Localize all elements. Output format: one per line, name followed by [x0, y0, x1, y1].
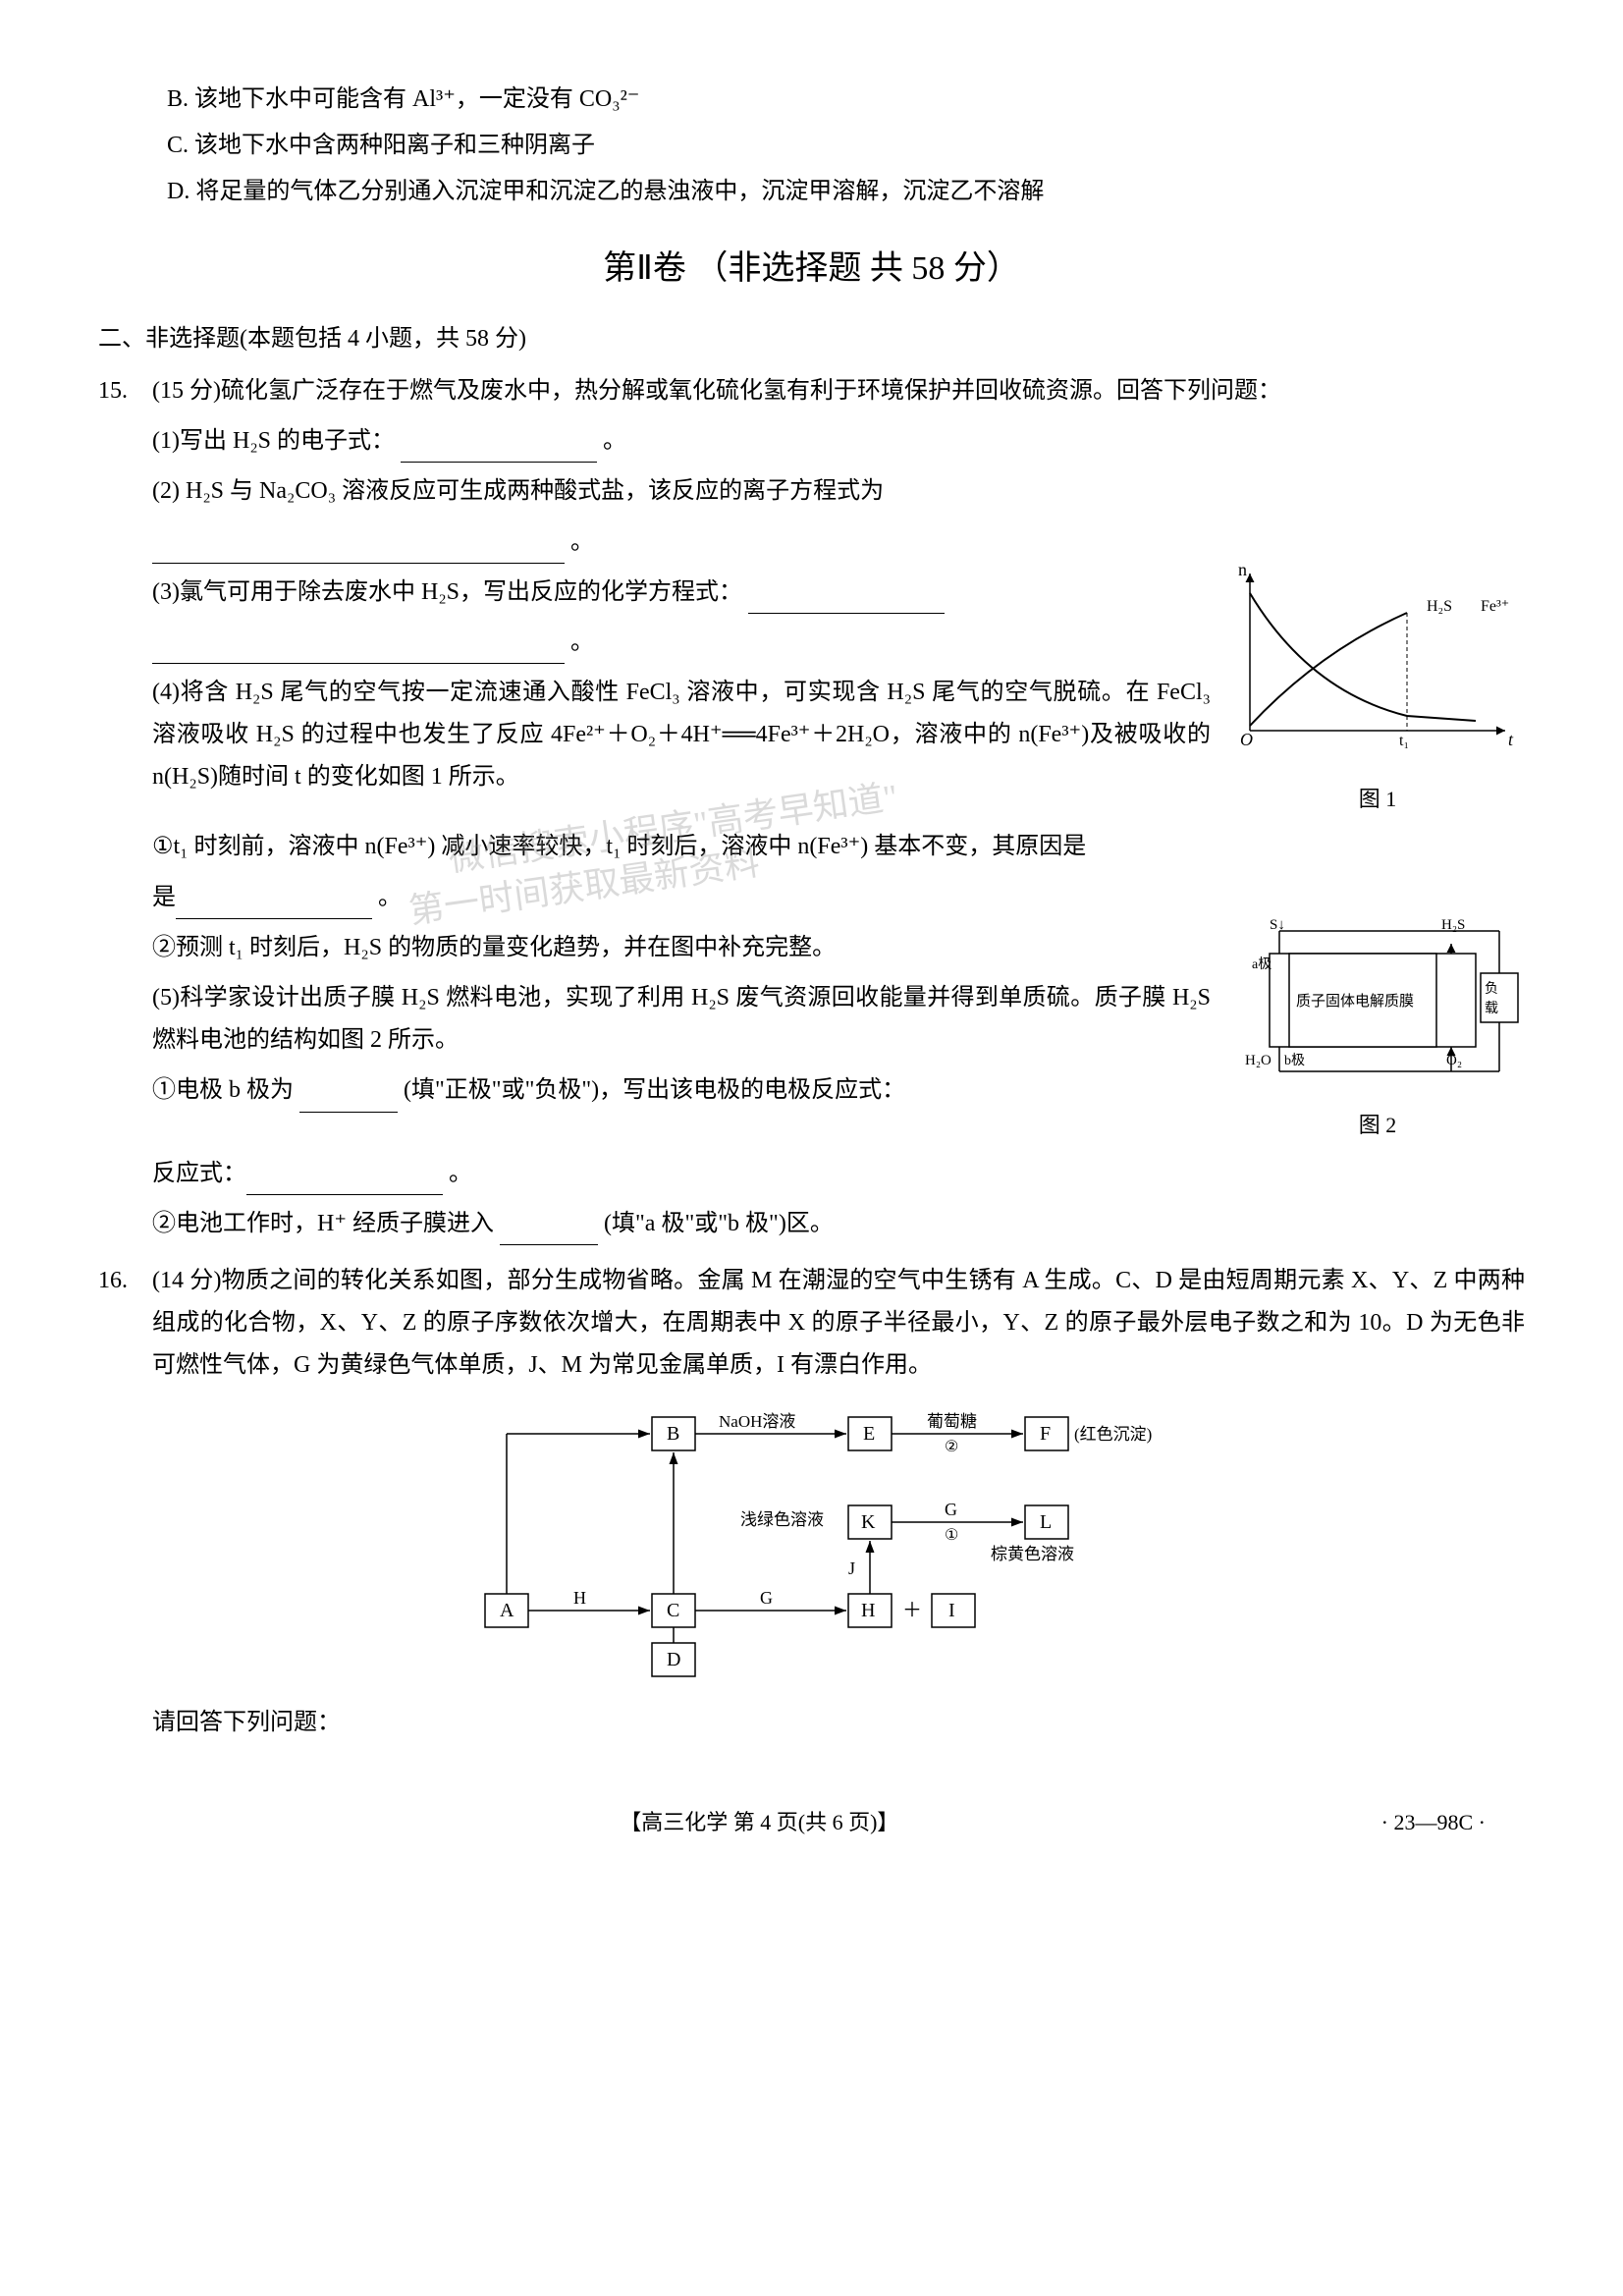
arrow-j-label: J [848, 1558, 855, 1578]
q15-p1-end: 。 [603, 428, 626, 454]
node-k: K [861, 1511, 876, 1533]
q16-end: 请回答下列问题： [152, 1702, 1525, 1744]
fig1-caption: 图 1 [1230, 780, 1525, 819]
q15-p5-1: ①电极 b 极为 (填"正极"或"负极")，写出该电极的电极反应式： [152, 1069, 1211, 1112]
subsection-title: 二、非选择题(本题包括 4 小题，共 58 分) [98, 318, 1525, 360]
node-a: A [500, 1600, 514, 1621]
node-i: I [948, 1600, 955, 1621]
question-15: 15. (15 分)硫化氢广泛存在于燃气及废水中，热分解或氧化硫化氢有利于环境保… [98, 370, 1525, 1245]
figure-2: S↓ H₂S a极 质子固体电解质膜 负 载 H₂O b极 O₂ 图 2 [1230, 919, 1525, 1145]
section-title: 第Ⅱ卷 （非选择题 共 58 分） [98, 239, 1525, 299]
node-e: E [863, 1423, 875, 1445]
chart-figure1: n t O t₁ H₂S Fe³⁺ [1230, 564, 1525, 760]
circle2-label: ② [945, 1439, 958, 1455]
node-d: D [667, 1649, 680, 1670]
q15-p4-2: ②预测 t₁ 时刻后，H₂S 的物质的量变化趋势，并在图中补充完整。 [152, 927, 1211, 969]
grape-label: 葡萄糖 [927, 1412, 977, 1431]
blank-field[interactable] [748, 585, 945, 614]
question-16: 16. (14 分)物质之间的转化关系如图，部分生成物省略。金属 M 在潮湿的空… [98, 1260, 1525, 1744]
arrow-h-label: H [573, 1588, 586, 1608]
option-d: D. 将足量的气体乙分别通入沉淀甲和沉淀乙的悬浊液中，沉淀甲溶解，沉淀乙不溶解 [167, 171, 1525, 213]
flowchart-diagram: A B C D E F K L H I H G ＋ NaOH溶液 葡萄糖 [152, 1407, 1525, 1682]
t1-text: t₁ [1399, 733, 1409, 749]
q15-part1: (1)写出 H₂S 的电子式： 。 [152, 420, 1525, 463]
arrow-g2-label: G [945, 1500, 957, 1519]
node-h: H [861, 1600, 875, 1621]
blank-field[interactable] [152, 635, 565, 664]
q15-number: 15. [98, 370, 128, 412]
fig2-caption: 图 2 [1230, 1106, 1525, 1145]
origin-text: O [1240, 730, 1253, 749]
arrow-g-label: G [760, 1588, 773, 1608]
q15-p4-1-end: 。 [378, 885, 402, 910]
q15-p2-end: 。 [570, 529, 594, 555]
q15-p5-2b-text: (填"a 极"或"b 极")区。 [604, 1211, 834, 1236]
q15-p4-1-blank: 是 。 [152, 877, 1525, 919]
q15-part2: (2) H₂S 与 Na₂CO₃ 溶液反应可生成两种酸式盐，该反应的离子方程式为 [152, 470, 1525, 513]
load-label1: 负 [1485, 981, 1498, 997]
a-label: a极 [1252, 957, 1271, 972]
q16-intro: (14 分)物质之间的转化关系如图，部分生成物省略。金属 M 在潮湿的空气中生锈… [152, 1260, 1525, 1388]
brown-label: 棕黄色溶液 [991, 1545, 1074, 1563]
q15-p3-blank-row: 。 [152, 622, 1211, 664]
h2o-label: H₂O [1245, 1053, 1271, 1068]
option-b: B. 该地下水中可能含有 Al³⁺，一定没有 CO₃²⁻ [167, 79, 1525, 121]
q15-p4-1-text: ①t₁ 时刻前，溶液中 n(Fe³⁺) 减小速率较快，t₁ 时刻后，溶液中 n(… [152, 834, 1086, 859]
q15-part3: (3)氯气可用于除去废水中 H₂S，写出反应的化学方程式： [152, 572, 1211, 614]
answer-options: B. 该地下水中可能含有 Al³⁺，一定没有 CO₃²⁻ C. 该地下水中含两种… [167, 79, 1525, 214]
node-l: L [1040, 1511, 1052, 1533]
q16-number: 16. [98, 1260, 128, 1302]
q15-intro: (15 分)硫化氢广泛存在于燃气及废水中，热分解或氧化硫化氢有利于环境保护并回收… [152, 370, 1525, 412]
q15-p5-1b-text: (填"正极"或"负极")，写出该电极的电极反应式： [404, 1077, 905, 1103]
q15-part4: (4)将含 H₂S 尾气的空气按一定流速通入酸性 FeCl₃ 溶液中，可实现含 … [152, 672, 1211, 799]
blank-field[interactable] [299, 1084, 398, 1113]
blank-field[interactable] [152, 535, 565, 564]
naoh-label: NaOH溶液 [719, 1412, 795, 1431]
q15-part5: (5)科学家设计出质子膜 H₂S 燃料电池，实现了利用 H₂S 废气资源回收能量… [152, 977, 1211, 1062]
q15-p5-2: ②电池工作时，H⁺ 经质子膜进入 (填"a 极"或"b 极")区。 [152, 1203, 1525, 1245]
q15-p1-text: (1)写出 H₂S 的电子式： [152, 428, 395, 454]
option-c: C. 该地下水中含两种阳离子和三种阴离子 [167, 125, 1525, 167]
h2s-label: H₂S [1427, 598, 1452, 615]
blank-field[interactable] [401, 435, 597, 464]
s-label: S↓ [1270, 919, 1285, 933]
h2s-in-label: H₂S [1441, 919, 1465, 933]
q15-p3-text: (3)氯气可用于除去废水中 H₂S，写出反应的化学方程式： [152, 579, 742, 605]
q15-p5-1a-text: ①电极 b 极为 [152, 1077, 294, 1103]
q15-p5-1-cont: 反应式： 。 [152, 1153, 1525, 1195]
fe-label: Fe³⁺ [1481, 598, 1509, 615]
node-c: C [667, 1600, 679, 1621]
xlabel-text: t [1508, 730, 1514, 749]
q15-p5-2a-text: ②电池工作时，H⁺ 经质子膜进入 [152, 1211, 494, 1236]
footer-right: · 23—98C · [1381, 1803, 1486, 1842]
o2-label: O₂ [1446, 1053, 1462, 1068]
q15-p5-1-end: 。 [449, 1161, 472, 1186]
circle1-label: ① [945, 1527, 958, 1544]
blank-field[interactable] [176, 891, 372, 919]
blank-field[interactable] [500, 1217, 598, 1245]
figure-1: n t O t₁ H₂S Fe³⁺ 图 1 [1230, 564, 1525, 819]
membrane-label: 质子固体电解质膜 [1296, 993, 1414, 1010]
node-f: F [1040, 1423, 1051, 1445]
q15-p2-text: (2) H₂S 与 Na₂CO₃ 溶液反应可生成两种酸式盐，该反应的离子方程式为 [152, 478, 884, 504]
fuel-cell-diagram: S↓ H₂S a极 质子固体电解质膜 负 载 H₂O b极 O₂ [1230, 919, 1525, 1086]
ylabel-text: n [1238, 564, 1247, 579]
lightgreen-label: 浅绿色溶液 [740, 1510, 824, 1529]
blank-field[interactable] [246, 1167, 443, 1195]
plus-label: ＋ [902, 1600, 922, 1621]
q15-p4-1: ①t₁ 时刻前，溶液中 n(Fe³⁺) 减小速率较快，t₁ 时刻后，溶液中 n(… [152, 826, 1525, 868]
b-label: b极 [1284, 1053, 1305, 1068]
node-b: B [667, 1423, 679, 1445]
footer-center: 【高三化学 第 4 页(共 6 页)】 [137, 1803, 1381, 1842]
red-label: (红色沉淀) [1074, 1425, 1152, 1444]
load-label2: 载 [1485, 1001, 1498, 1016]
q15-p3-end: 。 [570, 629, 594, 655]
q15-p2-blank-row: 。 [152, 521, 1525, 564]
page-footer: 【高三化学 第 4 页(共 6 页)】 · 23—98C · [98, 1803, 1525, 1842]
